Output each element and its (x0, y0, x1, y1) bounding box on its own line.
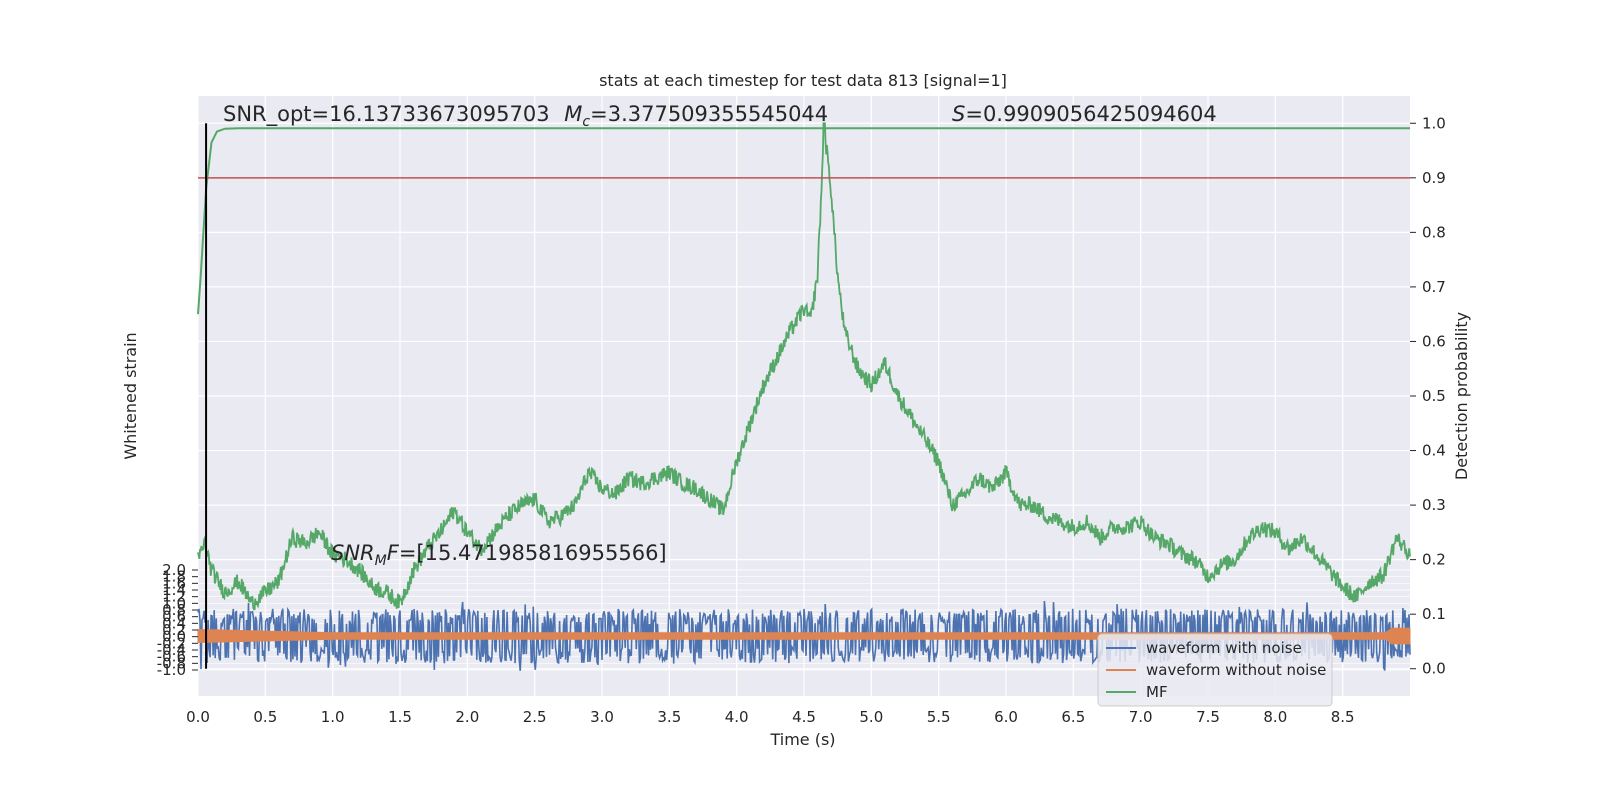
series-detection-probability (197, 122, 1411, 611)
left-tick-label-9: 0.2 (162, 621, 186, 639)
left-tick-label-8: 0.4 (162, 614, 186, 632)
right-tick-label-8: 0.8 (1422, 223, 1446, 241)
mc-symbol: M (564, 102, 582, 126)
x-tick-label-11: 5.5 (927, 708, 951, 726)
left-axis-ticks: 2.01.81.61.41.21.00.80.60.40.20.0-0.2-0.… (157, 561, 198, 679)
left-tick-label-12: -0.4 (157, 641, 186, 659)
right-tick-label-5: 0.5 (1422, 387, 1446, 405)
s-symbol: S (952, 102, 965, 126)
left-tick-label-2: 1.6 (162, 574, 186, 592)
snr-mf-value: =[15.471985816955566] (399, 541, 667, 565)
x-tick-label-3: 1.5 (388, 708, 412, 726)
x-tick-label-14: 7.0 (1129, 708, 1153, 726)
annotation-top: SNR_opt=16.13733673095703 Mc=3.377509355… (223, 102, 828, 130)
x-tick-label-16: 8.0 (1263, 708, 1287, 726)
snr-mf-tail: F (387, 541, 400, 565)
series-waveform-without-noise (197, 627, 1411, 645)
x-tick-label-15: 7.5 (1196, 708, 1220, 726)
left-tick-label-6: 0.8 (162, 601, 186, 619)
left-tick-label-10: 0.0 (162, 628, 186, 646)
annotation-s: S=0.9909056425094604 (952, 102, 1217, 126)
left-tick-label-13: -0.6 (157, 648, 186, 666)
right-axis-label: Detection probability (1452, 312, 1471, 480)
mc-value: =3.377509355545044 (590, 102, 828, 126)
x-tick-label-0: 0.0 (186, 708, 210, 726)
series-mf (197, 127, 1410, 315)
chart-title: stats at each timestep for test data 813… (599, 71, 1007, 90)
x-tick-label-6: 3.0 (590, 708, 614, 726)
snr-mf-symbol: SNR (331, 541, 375, 565)
left-tick-label-3: 1.4 (162, 581, 186, 599)
x-tick-label-8: 4.0 (725, 708, 749, 726)
right-tick-label-9: 0.9 (1422, 169, 1446, 187)
right-tick-label-0: 0.0 (1422, 660, 1446, 678)
probability-line (197, 122, 1411, 611)
legend-label-noise: waveform with noise (1146, 639, 1302, 657)
x-tick-label-7: 3.5 (657, 708, 681, 726)
right-tick-label-3: 0.3 (1422, 496, 1446, 514)
x-tick-label-9: 4.5 (792, 708, 816, 726)
right-tick-label-4: 0.4 (1422, 442, 1446, 460)
right-axis-ticks: 0.0 0.1 0.2 0.3 0.4 0.5 0.6 0.7 0.8 0.9 1.0 (1410, 114, 1446, 678)
x-axis-ticks: 0.0 0.5 1.0 1.5 2.0 2.5 3.0 3.5 4.0 4.5 5.0 5.5 6.0 6… (186, 708, 1355, 726)
x-tick-label-10: 5.0 (859, 708, 883, 726)
right-tick-label-6: 0.6 (1422, 332, 1446, 350)
legend: waveform with noise waveform without noi… (1097, 633, 1333, 707)
right-tick-label-2: 0.2 (1422, 551, 1446, 569)
x-tick-label-1: 0.5 (253, 708, 277, 726)
right-tick-label-7: 0.7 (1422, 278, 1446, 296)
left-tick-label-7: 0.6 (162, 608, 186, 626)
legend-label-mf: MF (1146, 683, 1168, 701)
legend-box (1097, 633, 1333, 707)
mf-line (197, 127, 1410, 315)
right-tick-label-1: 0.1 (1422, 605, 1446, 623)
left-tick-label-15: -1.0 (157, 661, 186, 679)
clean-waveform-band (197, 627, 1411, 645)
left-tick-label-11: -0.2 (157, 634, 186, 652)
x-tick-label-13: 6.5 (1061, 708, 1085, 726)
x-tick-label-17: 8.5 (1331, 708, 1355, 726)
x-tick-label-5: 2.5 (523, 708, 547, 726)
snr-mf-subscript: M (375, 553, 387, 569)
x-axis-label: Time (s) (769, 730, 835, 749)
annotation-snr-mf: SNRMF=[15.471985816955566] (331, 541, 667, 569)
mc-subscript: c (582, 114, 590, 130)
left-tick-label-0: 2.0 (162, 561, 186, 579)
left-tick-label-5: 1.0 (162, 594, 186, 612)
left-tick-label-4: 1.2 (162, 588, 186, 606)
x-tick-label-2: 1.0 (321, 708, 345, 726)
left-tick-label-14: -0.8 (157, 654, 186, 672)
snr-opt-text: SNR_opt=16.13733673095703 (223, 102, 550, 127)
left-axis-label: Whitened strain (121, 332, 140, 459)
legend-label-signal: waveform without noise (1146, 661, 1326, 679)
left-tick-label-1: 1.8 (162, 568, 186, 586)
x-tick-label-12: 6.0 (994, 708, 1018, 726)
s-value: =0.9909056425094604 (965, 102, 1216, 126)
right-tick-label-10: 1.0 (1422, 114, 1446, 132)
x-tick-label-4: 2.0 (455, 708, 479, 726)
